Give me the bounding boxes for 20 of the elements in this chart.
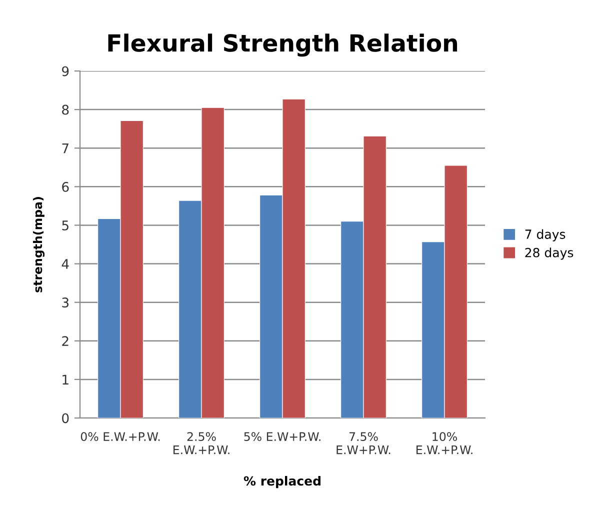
y-tick-label: 1 xyxy=(62,374,68,384)
x-tick-label: 2.5% E.W.+P.W. xyxy=(174,432,230,454)
y-tick-label: 9 xyxy=(62,66,69,76)
chart-title: Flexural Strength Relation xyxy=(108,34,458,57)
x-tick-label: 5% E.W+P.W. xyxy=(244,432,320,442)
y-tick-label: 3 xyxy=(62,298,69,308)
x-tick-label: 7.5% E.W+P.W. xyxy=(336,432,390,454)
y-tick-label: 5 xyxy=(62,220,68,230)
y-tick-label: 0 xyxy=(62,413,69,424)
legend-label: 7 days xyxy=(525,229,566,242)
legend-label: 28 days xyxy=(525,248,574,260)
y-axis-title: strength(mpa) xyxy=(33,197,45,292)
x-axis-title: % replaced xyxy=(244,476,320,488)
y-tick-label: 8 xyxy=(62,104,69,115)
y-tick-label: 4 xyxy=(62,259,69,269)
x-tick-label: 10% E.W.+P.W. xyxy=(416,432,472,454)
y-tick-label: 6 xyxy=(62,182,69,192)
y-tick-label: 7 xyxy=(62,144,68,154)
y-tick-label: 2 xyxy=(62,336,68,346)
x-tick-label: 0% E.W.+P.W. xyxy=(80,432,160,442)
